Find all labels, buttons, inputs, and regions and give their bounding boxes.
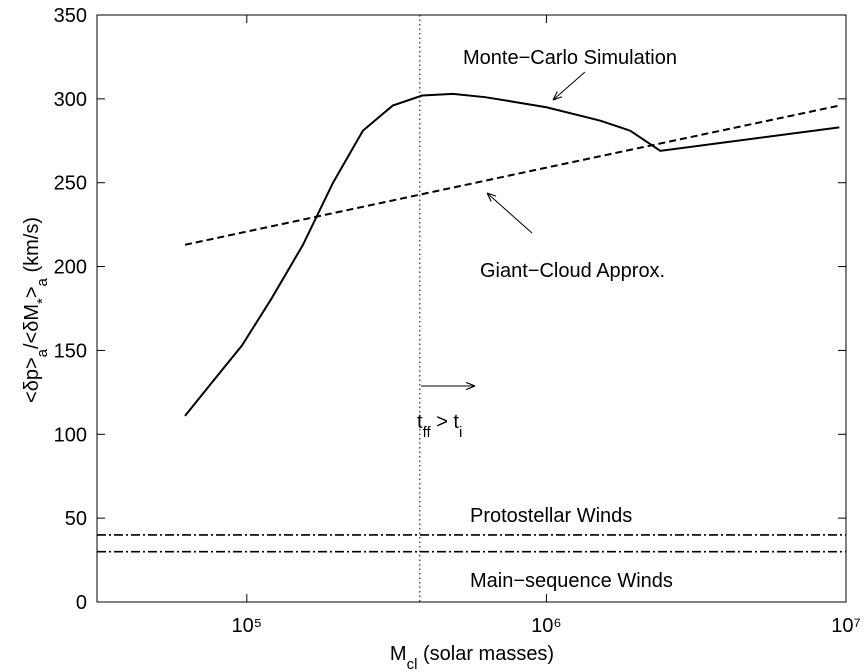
annotation-part: i xyxy=(459,424,462,441)
y-tick-label: 350 xyxy=(54,5,87,27)
x-tick-label: 10⁷ xyxy=(831,615,860,637)
ylabel-part: > xyxy=(21,286,43,298)
annotation-part: ff xyxy=(423,424,432,441)
ylabel-part: <δp> xyxy=(21,357,43,403)
xlabel-part: (solar masses) xyxy=(417,643,554,665)
data-line xyxy=(184,104,840,246)
annotation: tff > ti xyxy=(417,411,462,441)
x-tick-label: 10⁵ xyxy=(232,615,263,637)
ylabel-part: a xyxy=(34,348,51,357)
y-tick-label: 0 xyxy=(76,592,87,614)
xlabel-part: M xyxy=(390,643,407,665)
annotation-part: t xyxy=(417,411,423,433)
y-tick-label: 300 xyxy=(54,89,87,111)
data-line xyxy=(184,92,840,417)
y-tick-label: 150 xyxy=(54,340,87,362)
annotation: Monte−Carlo Simulation xyxy=(463,47,677,69)
y-tick-label: 50 xyxy=(65,508,87,530)
annotation: Main−sequence Winds xyxy=(470,570,673,592)
plot-frame xyxy=(96,14,847,603)
annotation-part: > t xyxy=(431,411,460,433)
ylabel-part: (km/s) xyxy=(21,217,43,278)
x-axis-label: Mcl (solar masses) xyxy=(390,643,554,672)
annotation-arrow xyxy=(553,71,586,100)
y-tick-label: 100 xyxy=(54,424,87,446)
x-tick-label: 10⁶ xyxy=(531,615,561,637)
annotation-arrow xyxy=(487,193,533,234)
y-axis-label: <δp>a/<δM*>a (km/s) xyxy=(21,217,51,403)
y-tick-label: 250 xyxy=(54,173,87,195)
annotation: Giant−Cloud Approx. xyxy=(480,260,665,282)
y-tick-label: 200 xyxy=(54,257,87,279)
xlabel-part: cl xyxy=(407,656,418,672)
ylabel-part: * xyxy=(34,298,51,304)
annotation: Protostellar Winds xyxy=(470,505,632,527)
ylabel-part: /<δM xyxy=(21,304,43,349)
ylabel-part: a xyxy=(34,277,51,286)
